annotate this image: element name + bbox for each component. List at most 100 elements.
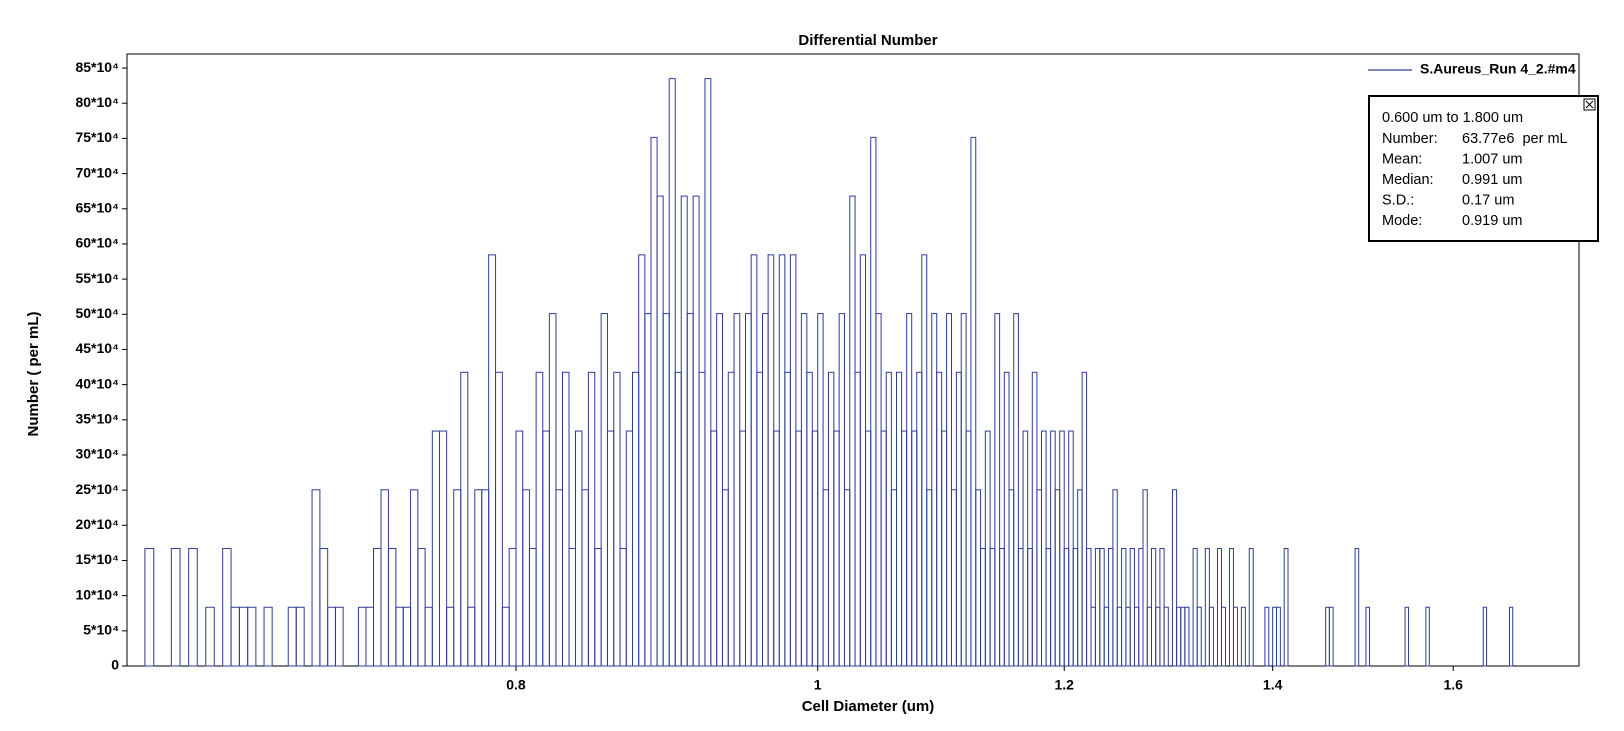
bar [1045, 548, 1052, 667]
bar [890, 489, 897, 667]
stats-value: 1.007 um [1462, 151, 1522, 167]
bar [656, 195, 664, 667]
bar [295, 606, 305, 667]
close-icon [1585, 100, 1594, 109]
bar [625, 430, 634, 667]
stats-box: 0.600 um to 1.800 um Number: 63.77e6 per … [1368, 95, 1599, 242]
bar [515, 430, 524, 667]
bar [865, 430, 872, 667]
bar [916, 371, 923, 667]
bar [474, 489, 483, 667]
bar [1365, 606, 1371, 667]
bar [1163, 606, 1169, 667]
bar [686, 313, 694, 667]
bar [960, 313, 967, 667]
bar [263, 606, 273, 667]
bar [811, 430, 819, 667]
plot-frame [126, 53, 1580, 667]
bar [822, 489, 829, 667]
bar [395, 606, 404, 667]
bar [644, 313, 652, 667]
bar [955, 371, 962, 667]
bar [1171, 489, 1178, 667]
bar [931, 313, 938, 667]
x-tick-label: 1 [814, 677, 822, 693]
bar [410, 489, 419, 667]
bar [680, 195, 688, 667]
bar [535, 371, 544, 667]
bar [1022, 430, 1029, 667]
bar [911, 430, 918, 667]
histogram [144, 78, 1514, 667]
bar [1248, 548, 1254, 667]
bar [999, 548, 1005, 667]
bar [1146, 606, 1152, 667]
bar [311, 489, 321, 667]
y-tick-label: 25*10⁴ [75, 481, 119, 497]
y-tick-label: 5*10⁴ [83, 622, 119, 638]
bar [548, 313, 557, 667]
bar [1508, 606, 1514, 667]
bar [1031, 371, 1038, 667]
bar [373, 548, 382, 667]
bar [357, 606, 367, 667]
bar [1264, 606, 1270, 667]
bar [230, 606, 240, 667]
bar [1094, 548, 1101, 667]
bar [750, 254, 758, 667]
bar [1328, 606, 1334, 667]
bar [800, 313, 808, 667]
bar [984, 430, 991, 667]
x-tick-label: 1.6 [1443, 677, 1463, 693]
bar [1176, 606, 1182, 667]
bar [508, 548, 517, 667]
bar [1216, 548, 1222, 667]
x-axis-label: Cell Diameter (um) [802, 698, 935, 715]
bar [1276, 606, 1281, 667]
bar [1155, 606, 1161, 667]
bar [460, 371, 469, 667]
bar [1040, 430, 1047, 667]
bar [1204, 548, 1210, 667]
bar [1077, 489, 1083, 667]
bar [555, 489, 563, 667]
bar [561, 371, 570, 667]
bar [965, 430, 972, 667]
bar [989, 548, 996, 667]
bar [975, 489, 982, 667]
bar [1325, 606, 1330, 667]
stats-value: 0.17 um [1462, 193, 1514, 209]
bar [870, 136, 877, 667]
stats-key: S.D.: [1382, 193, 1414, 209]
bar [1232, 606, 1238, 667]
bar [247, 606, 257, 667]
bar [1228, 548, 1234, 667]
x-tick-label: 1.2 [1054, 677, 1074, 693]
bar [287, 606, 297, 667]
bar [950, 489, 957, 667]
bar [849, 195, 856, 667]
bar [843, 489, 851, 667]
y-tick-label: 55*10⁴ [75, 270, 119, 286]
bar [402, 606, 412, 667]
bar [756, 371, 764, 667]
bar [568, 548, 576, 667]
bar [1220, 606, 1226, 667]
bar [946, 313, 952, 667]
y-tick-label: 85*10⁴ [75, 59, 119, 75]
bar [1159, 548, 1165, 667]
bar [380, 489, 389, 667]
y-tick-label: 15*10⁴ [75, 551, 119, 567]
bar [1112, 489, 1118, 667]
bar [238, 606, 249, 667]
bar [921, 254, 928, 667]
y-tick-label: 10*10⁴ [75, 586, 119, 602]
bar [1103, 606, 1110, 667]
bar [1003, 371, 1010, 667]
bar [970, 136, 977, 667]
bar [1184, 606, 1190, 667]
bar [1081, 371, 1088, 667]
stats-key: Number: [1382, 131, 1438, 147]
y-tick-label: 45*10⁴ [75, 340, 119, 356]
bar [1090, 606, 1096, 667]
